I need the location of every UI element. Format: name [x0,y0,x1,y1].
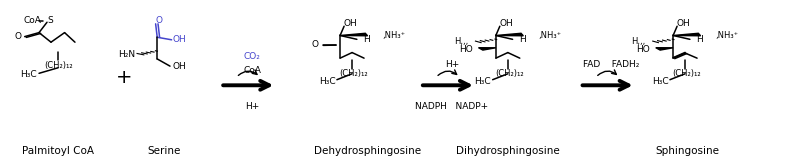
Text: (CH₂)₁₂: (CH₂)₁₂ [339,69,368,78]
Text: OH: OH [499,19,513,28]
Text: H,,,: H,,, [454,37,468,46]
Text: H,,,: H,,, [631,37,645,46]
Text: O: O [311,40,318,49]
Text: (CH₂)₁₂: (CH₂)₁₂ [672,69,701,78]
Text: ,NH₃⁺: ,NH₃⁺ [538,31,562,39]
Polygon shape [478,48,496,50]
Text: Palmitoyl CoA: Palmitoyl CoA [22,146,94,156]
Text: Serine: Serine [148,146,181,156]
Text: H: H [363,35,370,44]
Text: H₃C: H₃C [474,77,491,86]
Text: O: O [155,16,162,25]
Text: (CH₂)₁₂: (CH₂)₁₂ [44,61,73,70]
Text: H+: H+ [245,102,259,111]
Text: O: O [14,32,22,41]
Text: H: H [696,35,703,44]
Text: Dehydrosphingosine: Dehydrosphingosine [314,146,422,156]
Text: ,NH₃⁺: ,NH₃⁺ [715,31,738,39]
Polygon shape [673,33,701,36]
Text: H₃C: H₃C [20,70,37,79]
Text: OH: OH [677,19,690,28]
Text: Dihydrosphingosine: Dihydrosphingosine [456,146,560,156]
Text: H+: H+ [445,60,459,69]
Text: FAD    FADH₂: FAD FADH₂ [583,60,640,69]
Polygon shape [496,33,523,36]
Text: Sphingosine: Sphingosine [655,146,719,156]
Text: ,NH₃⁺: ,NH₃⁺ [382,31,406,39]
Text: H₃C: H₃C [318,77,335,86]
Text: OH: OH [344,19,358,28]
Text: NADPH   NADP+: NADPH NADP+ [415,102,489,111]
Text: HO: HO [636,45,650,54]
Text: CoA: CoA [243,66,261,75]
Text: (CH₂)₁₂: (CH₂)₁₂ [495,69,524,78]
Text: OH: OH [173,62,186,71]
Polygon shape [340,33,368,36]
Text: H: H [519,35,526,44]
Text: H₃C: H₃C [652,77,668,86]
Text: HO: HO [459,45,473,54]
Polygon shape [656,48,673,50]
Text: OH: OH [173,35,186,44]
Text: CO₂: CO₂ [244,52,261,61]
Text: S: S [47,16,53,25]
Text: H₂N: H₂N [118,50,135,59]
Text: +: + [116,68,133,87]
Text: CoA: CoA [23,16,41,25]
